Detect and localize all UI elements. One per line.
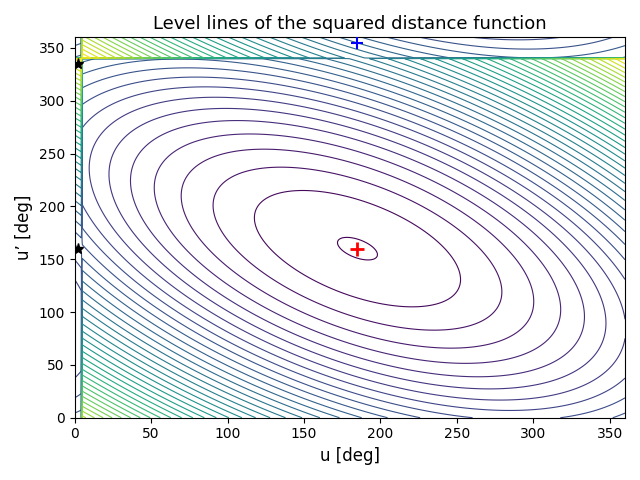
Y-axis label: u’ [deg]: u’ [deg] [15, 195, 33, 260]
Title: Level lines of the squared distance function: Level lines of the squared distance func… [153, 15, 547, 33]
X-axis label: u [deg]: u [deg] [320, 447, 380, 465]
